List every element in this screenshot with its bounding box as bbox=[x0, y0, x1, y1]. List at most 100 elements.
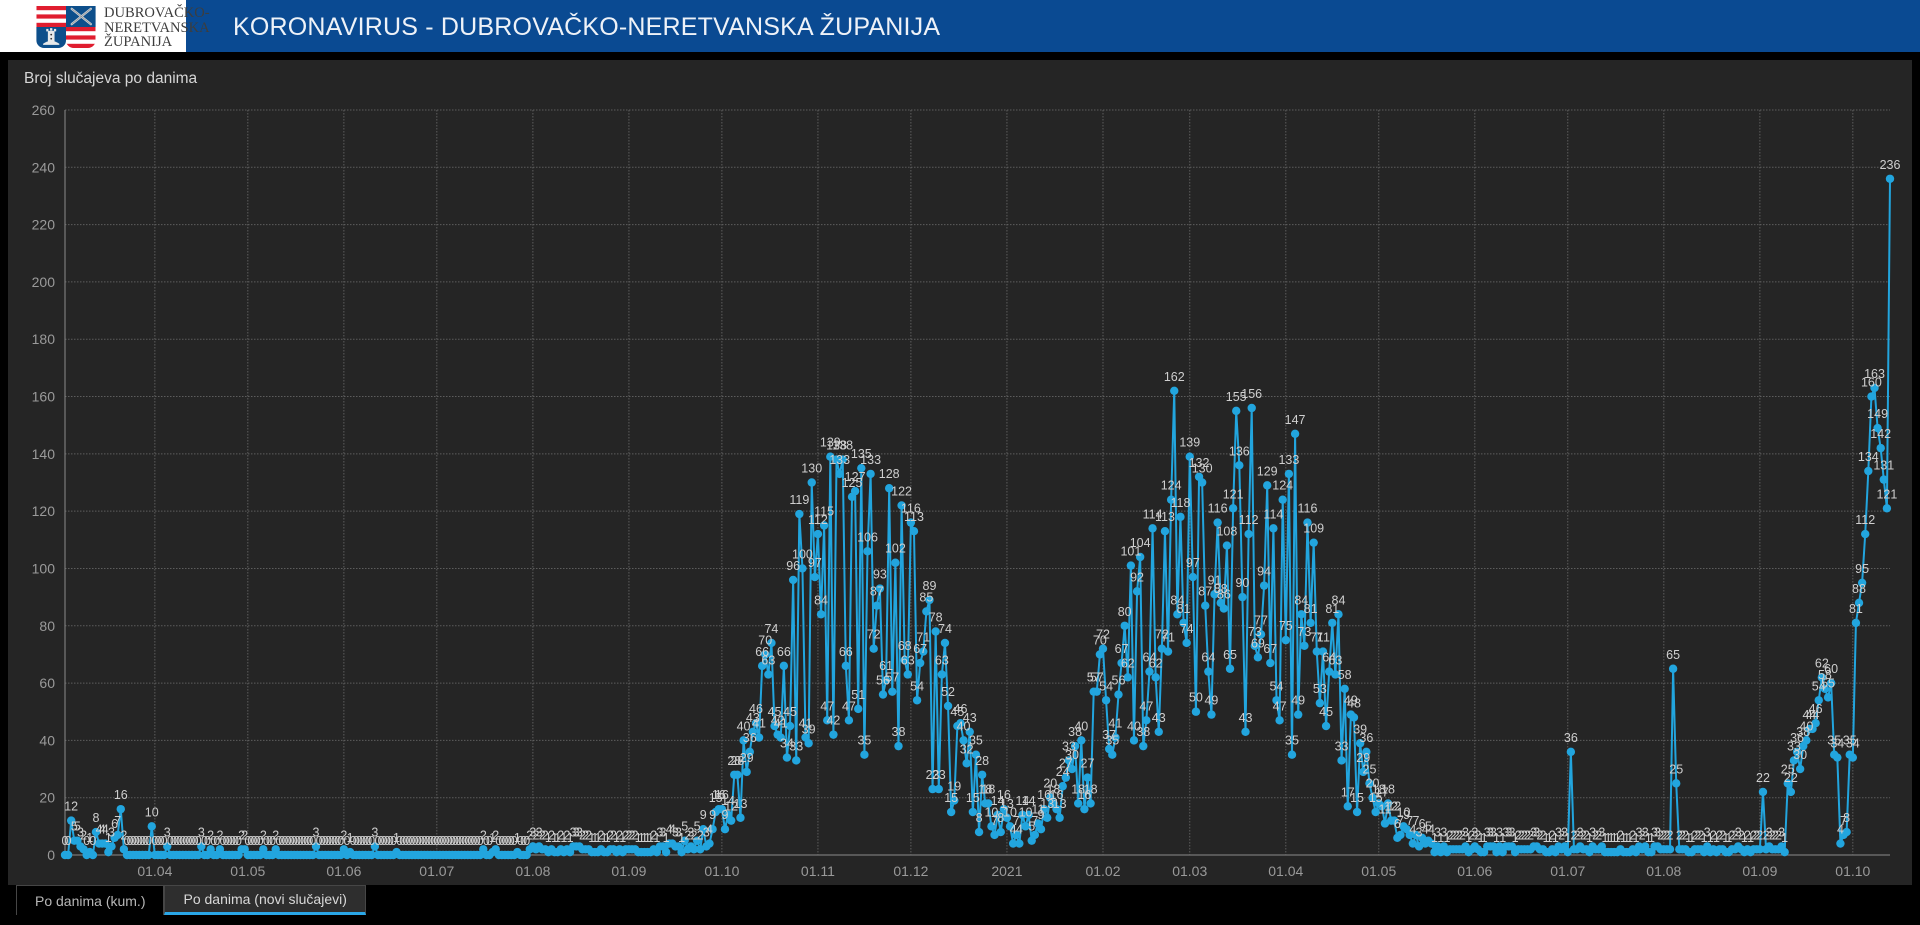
svg-text:36: 36 bbox=[1359, 731, 1373, 745]
svg-text:66: 66 bbox=[839, 645, 853, 659]
svg-text:127: 127 bbox=[845, 470, 866, 484]
svg-text:4: 4 bbox=[1016, 823, 1023, 837]
svg-text:45: 45 bbox=[783, 705, 797, 719]
svg-text:104: 104 bbox=[1130, 536, 1151, 550]
svg-text:67: 67 bbox=[1263, 642, 1277, 656]
svg-text:18: 18 bbox=[1381, 782, 1395, 796]
svg-text:41: 41 bbox=[1108, 717, 1122, 731]
svg-text:121: 121 bbox=[1223, 487, 1244, 501]
svg-text:2021: 2021 bbox=[991, 863, 1022, 879]
svg-text:49: 49 bbox=[1291, 694, 1305, 708]
svg-text:162: 162 bbox=[1164, 370, 1185, 384]
svg-text:180: 180 bbox=[32, 331, 56, 347]
svg-text:139: 139 bbox=[1179, 436, 1200, 450]
svg-text:200: 200 bbox=[32, 274, 56, 290]
svg-text:01.03: 01.03 bbox=[1172, 863, 1207, 879]
svg-text:8: 8 bbox=[976, 811, 983, 825]
svg-text:52: 52 bbox=[941, 685, 955, 699]
svg-text:116: 116 bbox=[1298, 502, 1318, 516]
svg-text:116: 116 bbox=[1208, 502, 1228, 516]
svg-text:38: 38 bbox=[892, 725, 906, 739]
svg-text:147: 147 bbox=[1285, 413, 1306, 427]
svg-text:80: 80 bbox=[39, 618, 55, 634]
svg-text:0: 0 bbox=[65, 834, 72, 848]
svg-text:47: 47 bbox=[1273, 699, 1287, 713]
svg-text:120: 120 bbox=[32, 503, 56, 519]
svg-text:92: 92 bbox=[1130, 570, 1144, 584]
svg-text:89: 89 bbox=[923, 579, 937, 593]
svg-text:77: 77 bbox=[1254, 613, 1268, 627]
svg-text:88: 88 bbox=[1852, 582, 1866, 596]
svg-text:119: 119 bbox=[789, 493, 809, 507]
svg-text:240: 240 bbox=[32, 159, 56, 175]
svg-text:64: 64 bbox=[1201, 651, 1215, 665]
svg-text:36: 36 bbox=[743, 731, 757, 745]
svg-text:81: 81 bbox=[1849, 602, 1863, 616]
svg-text:01.07: 01.07 bbox=[419, 863, 454, 879]
svg-text:90: 90 bbox=[1235, 576, 1249, 590]
svg-text:13: 13 bbox=[1053, 797, 1067, 811]
svg-text:20: 20 bbox=[39, 790, 55, 806]
svg-text:149: 149 bbox=[1867, 407, 1888, 421]
svg-text:30: 30 bbox=[1065, 748, 1079, 762]
svg-text:65: 65 bbox=[1223, 648, 1237, 662]
svg-text:93: 93 bbox=[873, 568, 887, 582]
svg-text:01.10: 01.10 bbox=[1835, 863, 1870, 879]
svg-text:49: 49 bbox=[1204, 694, 1218, 708]
svg-text:27: 27 bbox=[1081, 757, 1095, 771]
svg-text:102: 102 bbox=[885, 542, 906, 556]
svg-text:35: 35 bbox=[1105, 734, 1119, 748]
svg-text:01.06: 01.06 bbox=[1457, 863, 1492, 879]
svg-text:108: 108 bbox=[1216, 525, 1237, 539]
svg-text:22: 22 bbox=[1756, 771, 1770, 785]
svg-text:74: 74 bbox=[938, 622, 952, 636]
svg-text:113: 113 bbox=[1155, 510, 1175, 524]
svg-text:81: 81 bbox=[1304, 602, 1318, 616]
svg-text:66: 66 bbox=[777, 645, 791, 659]
svg-text:84: 84 bbox=[814, 593, 828, 607]
svg-text:95: 95 bbox=[1855, 562, 1869, 576]
svg-text:58: 58 bbox=[1338, 668, 1352, 682]
svg-text:43: 43 bbox=[963, 711, 977, 725]
svg-text:7: 7 bbox=[114, 814, 121, 828]
svg-text:113: 113 bbox=[904, 510, 924, 524]
svg-text:140: 140 bbox=[32, 446, 56, 462]
svg-text:50: 50 bbox=[1189, 691, 1203, 705]
svg-text:115: 115 bbox=[814, 504, 834, 518]
svg-text:220: 220 bbox=[32, 217, 56, 233]
svg-text:54: 54 bbox=[1270, 679, 1284, 693]
svg-text:94: 94 bbox=[1257, 565, 1271, 579]
svg-text:63: 63 bbox=[761, 653, 775, 667]
svg-text:56: 56 bbox=[1112, 674, 1126, 688]
svg-text:87: 87 bbox=[870, 585, 884, 599]
svg-text:109: 109 bbox=[1303, 522, 1324, 536]
svg-text:28: 28 bbox=[975, 754, 989, 768]
svg-text:8: 8 bbox=[1843, 811, 1850, 825]
svg-text:133: 133 bbox=[1278, 453, 1299, 467]
svg-text:86: 86 bbox=[1217, 588, 1231, 602]
svg-text:48: 48 bbox=[1347, 696, 1361, 710]
svg-text:43: 43 bbox=[1152, 711, 1166, 725]
svg-text:136: 136 bbox=[1229, 444, 1250, 458]
svg-text:74: 74 bbox=[1180, 622, 1194, 636]
svg-text:121: 121 bbox=[1876, 487, 1897, 501]
svg-text:130: 130 bbox=[801, 462, 822, 476]
svg-text:01.08: 01.08 bbox=[1646, 863, 1681, 879]
svg-text:65: 65 bbox=[1666, 648, 1680, 662]
svg-text:33: 33 bbox=[1335, 739, 1349, 753]
svg-text:80: 80 bbox=[1118, 605, 1132, 619]
svg-text:13: 13 bbox=[734, 797, 748, 811]
svg-text:01.09: 01.09 bbox=[611, 863, 646, 879]
svg-text:36: 36 bbox=[1564, 731, 1578, 745]
svg-text:22: 22 bbox=[1784, 771, 1798, 785]
svg-text:43: 43 bbox=[1239, 711, 1253, 725]
svg-text:01.09: 01.09 bbox=[1742, 863, 1777, 879]
svg-text:57: 57 bbox=[885, 671, 899, 685]
svg-text:25: 25 bbox=[1363, 762, 1377, 776]
svg-text:01.06: 01.06 bbox=[326, 863, 361, 879]
svg-text:100: 100 bbox=[32, 560, 56, 576]
svg-text:128: 128 bbox=[879, 467, 900, 481]
svg-text:260: 260 bbox=[32, 102, 56, 118]
svg-text:71: 71 bbox=[916, 631, 930, 645]
svg-text:35: 35 bbox=[969, 734, 983, 748]
